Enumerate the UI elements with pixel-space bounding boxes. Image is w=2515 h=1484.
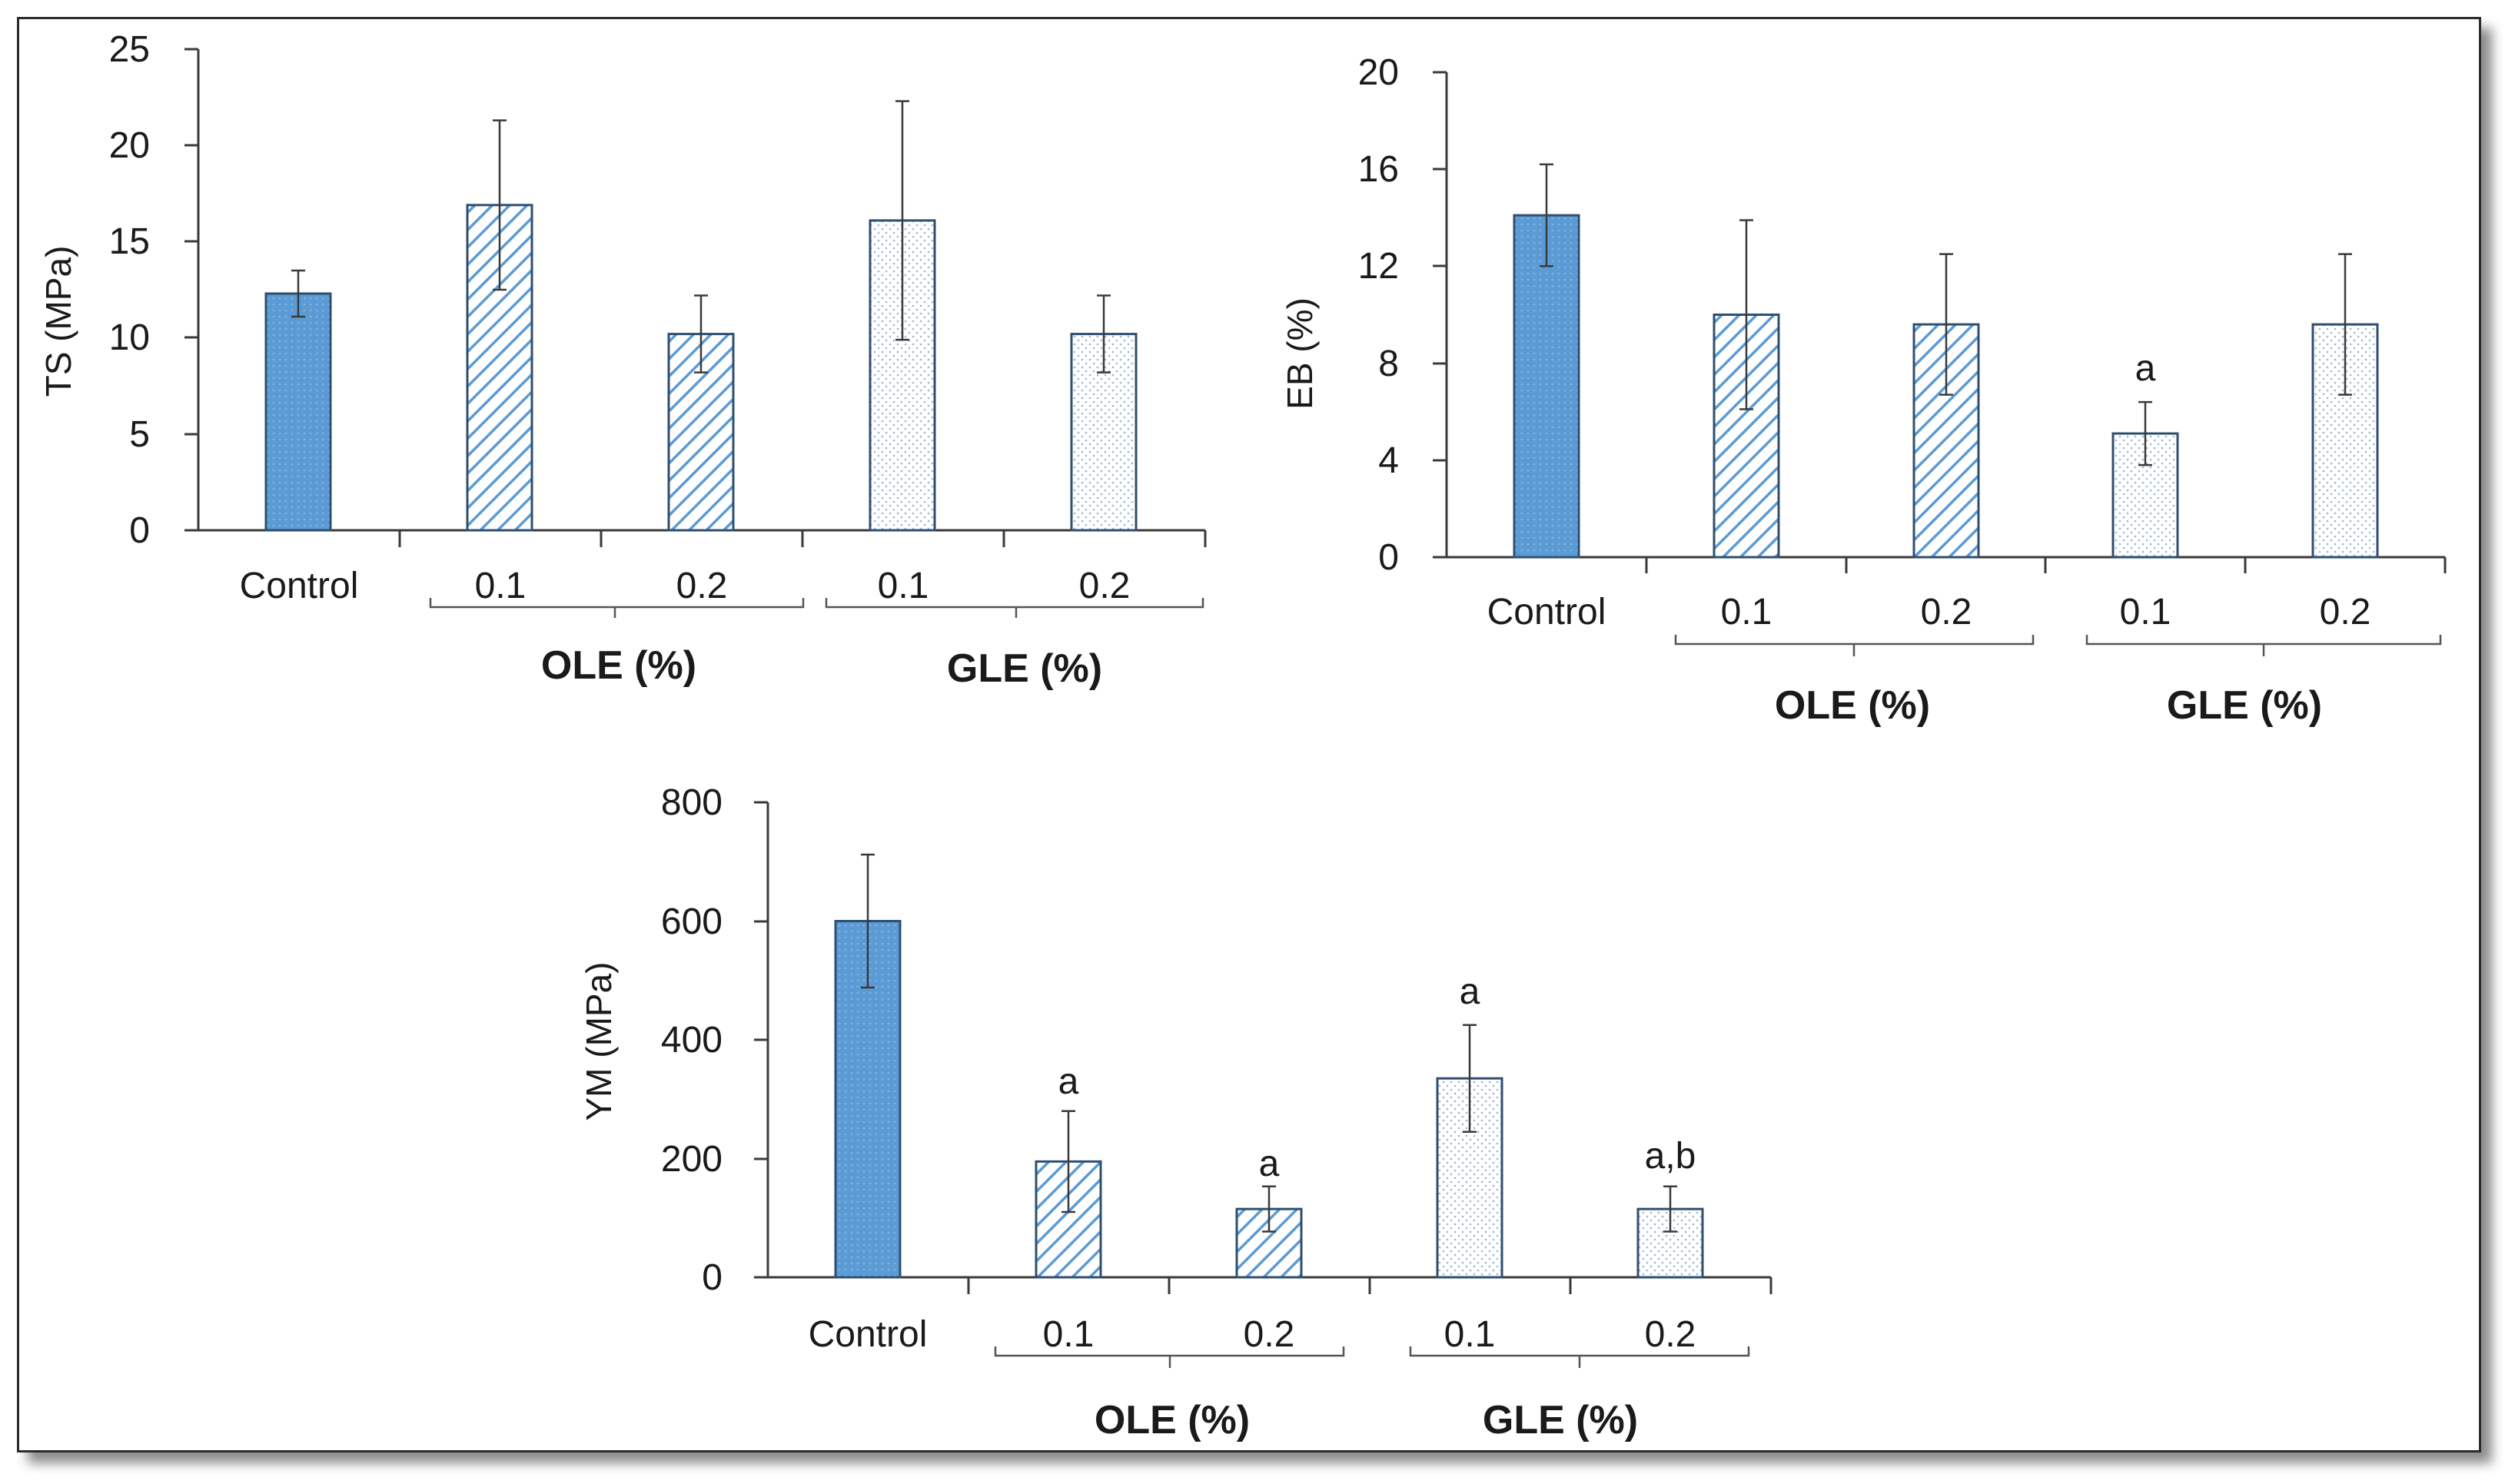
eb-brace-gle <box>2085 635 2442 656</box>
eb-y-tick-label: 8 <box>1378 344 1399 384</box>
ts-x-tick-label: 0.2 <box>676 566 728 606</box>
ym-group-label-ole: OLE (%) <box>1095 1398 1250 1443</box>
ym-y-ticks: 0 200 400 600 800 <box>661 782 768 1298</box>
eb-x-separators <box>1645 557 2447 573</box>
ym-x-tick-label: Control <box>809 1314 928 1355</box>
ts-group-label-gle: GLE (%) <box>947 646 1102 691</box>
ts-error-bar-ole-0.1 <box>493 119 507 291</box>
ts-x-tick-label: Control <box>240 566 359 606</box>
eb-letter-gle-0.1: a <box>2135 348 2156 389</box>
ym-error-bar-gle-0.2 <box>1663 1185 1677 1233</box>
ym-x-separators <box>967 1277 1772 1294</box>
eb-x-tick-label: 0.1 <box>1721 592 1772 632</box>
ts-y-tick-label: 15 <box>109 221 150 262</box>
ts-error-bar-gle-0.1 <box>895 100 909 341</box>
ts-y-tick-label: 20 <box>109 125 150 166</box>
ts-x-tick-label: 0.1 <box>475 566 527 606</box>
eb-error-bar-control <box>1540 163 1553 267</box>
ts-error-bar-ole-0.2 <box>694 294 708 373</box>
ts-group-label-ole: OLE (%) <box>541 643 696 688</box>
eb-error-bar-gle-0.1 <box>2138 400 2152 466</box>
ym-significance-letters: a a a a,b <box>1058 971 1696 1184</box>
ym-x-tick-label: 0.1 <box>1444 1314 1496 1355</box>
ym-group-label-gle: GLE (%) <box>1483 1398 1638 1443</box>
ts-error-bars <box>291 100 1111 373</box>
eb-group-label-gle: GLE (%) <box>2167 683 2322 728</box>
chart-eb: EB (%) 0 4 8 12 16 20 <box>1280 52 2447 728</box>
eb-y-tick-label: 0 <box>1378 537 1399 578</box>
ts-bar-control <box>264 292 332 532</box>
ts-y-axis-label: TS (MPa) <box>38 246 78 397</box>
ts-x-tick-label: 0.2 <box>1079 566 1131 606</box>
ym-y-tick-label: 800 <box>661 782 723 823</box>
ym-error-bar-ole-0.1 <box>1061 1110 1075 1213</box>
ym-letter-gle-0.1: a <box>1460 971 1480 1012</box>
eb-y-tick-label: 16 <box>1358 149 1399 190</box>
ts-y-ticks: 0 5 10 15 20 25 <box>109 29 198 551</box>
eb-y-tick-label: 4 <box>1378 440 1399 481</box>
ym-error-bar-gle-0.1 <box>1463 1024 1477 1133</box>
eb-significance-letters: a <box>2135 348 2156 389</box>
eb-y-ticks: 0 4 8 12 16 20 <box>1358 52 1447 578</box>
ym-error-bar-control <box>861 853 875 989</box>
ts-x-tick-label: 0.1 <box>878 566 929 606</box>
eb-bar-control <box>1513 214 1580 559</box>
ym-error-bar-ole-0.2 <box>1262 1185 1276 1233</box>
eb-group-label-ole: OLE (%) <box>1775 683 1930 728</box>
ym-letter-ole-0.2: a <box>1259 1144 1280 1184</box>
eb-brace-ole <box>1674 635 2035 656</box>
ts-y-tick-label: 5 <box>129 414 150 455</box>
ts-brace-ole <box>429 598 805 618</box>
ts-y-tick-label: 25 <box>109 29 150 70</box>
ts-x-tick-labels: Control 0.1 0.2 0.1 0.2 <box>240 566 1131 606</box>
ym-brace-gle <box>1409 1346 1750 1368</box>
ym-y-axis-label: YM (MPa) <box>579 962 619 1121</box>
ts-bar-gle-0.2 <box>1070 333 1138 532</box>
ts-brace-gle <box>825 598 1204 618</box>
eb-x-tick-labels: Control 0.1 0.2 0.1 0.2 <box>1487 592 2371 632</box>
ym-y-tick-label: 600 <box>661 901 723 942</box>
ym-y-tick-label: 400 <box>661 1020 723 1061</box>
eb-y-axis-label: EB (%) <box>1280 297 1320 410</box>
ym-letter-gle-0.2: a,b <box>1645 1136 1696 1177</box>
ym-x-tick-label: 0.2 <box>1645 1314 1696 1355</box>
ym-y-tick-label: 200 <box>661 1139 723 1180</box>
eb-y-tick-label: 12 <box>1358 246 1399 287</box>
ts-y-tick-label: 10 <box>109 317 150 358</box>
ts-error-bar-control <box>291 269 305 318</box>
eb-x-tick-label: 0.2 <box>1921 592 1972 632</box>
ts-error-bar-gle-0.2 <box>1097 294 1111 373</box>
eb-x-tick-label: Control <box>1487 592 1606 632</box>
ym-x-tick-labels: Control 0.1 0.2 0.1 0.2 <box>809 1314 1696 1355</box>
ym-brace-ole <box>994 1346 1345 1368</box>
ym-y-tick-label: 0 <box>702 1257 723 1298</box>
eb-error-bar-ole-0.1 <box>1739 219 1753 410</box>
eb-x-tick-label: 0.2 <box>2320 592 2371 632</box>
ym-error-bars <box>861 853 1677 1233</box>
ts-y-tick-label: 0 <box>129 510 150 551</box>
ym-x-tick-label: 0.2 <box>1244 1314 1295 1355</box>
chart-ym: YM (MPa) 0 200 400 600 800 <box>579 782 1772 1443</box>
eb-x-tick-label: 0.1 <box>2120 592 2171 632</box>
ym-x-tick-label: 0.1 <box>1043 1314 1095 1355</box>
eb-error-bar-ole-0.2 <box>1939 253 1953 396</box>
ts-x-separators <box>398 530 1207 547</box>
eb-y-tick-label: 20 <box>1358 52 1399 93</box>
eb-error-bars <box>1540 163 2352 466</box>
ym-letter-ole-0.1: a <box>1058 1061 1079 1102</box>
eb-error-bar-gle-0.2 <box>2338 253 2352 396</box>
chart-ts: TS (MPa) 0 5 10 15 20 25 <box>38 29 1207 691</box>
